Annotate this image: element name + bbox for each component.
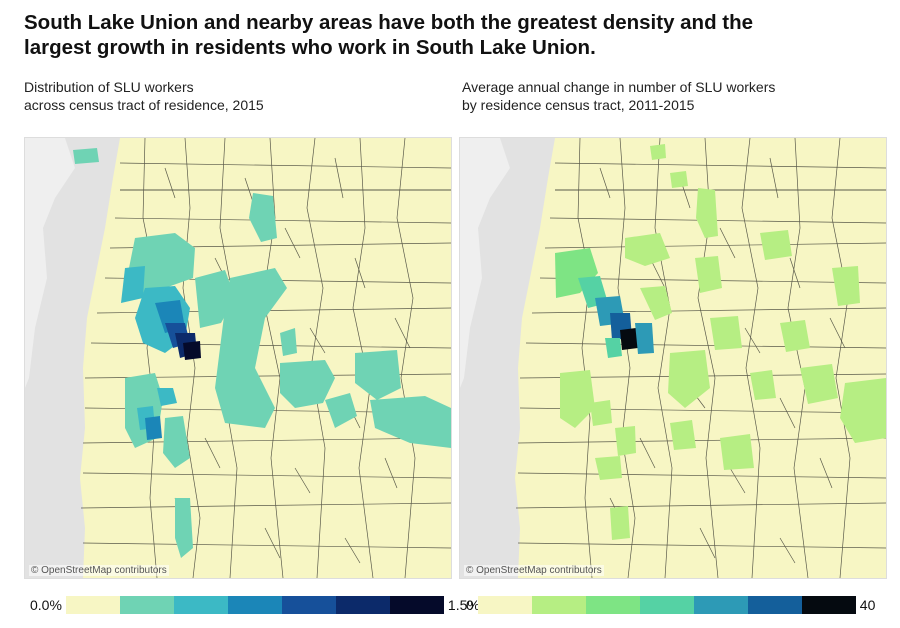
left-legend-swatch-5 — [335, 596, 390, 614]
puget-sound-water — [25, 138, 120, 578]
left-legend-swatch-0 — [65, 596, 120, 614]
right-subtitle: Average annual change in number of SLU w… — [462, 78, 882, 114]
left-legend-swatch-3 — [227, 596, 282, 614]
title-line-1: South Lake Union and nearby areas have b… — [24, 11, 754, 34]
left-legend-swatch-6 — [389, 596, 444, 614]
right-legend-min: 0 — [466, 597, 474, 613]
right-map-canvas — [460, 138, 886, 578]
left-map[interactable]: © OpenStreetMap contributors — [24, 137, 452, 579]
left-map-credit: © OpenStreetMap contributors — [29, 565, 169, 576]
left-map-canvas — [25, 138, 451, 578]
right-subtitle-line-1: Average annual change in number of SLU w… — [462, 79, 776, 95]
left-legend-swatch-1 — [119, 596, 174, 614]
left-legend-max: 1.5% — [447, 597, 480, 613]
left-legend-bar — [65, 596, 444, 614]
right-legend-bar — [477, 596, 856, 614]
right-legend-swatch-6 — [801, 596, 856, 614]
left-subtitle-line-1: Distribution of SLU workers — [24, 79, 194, 95]
right-legend: 0 40 — [466, 596, 875, 614]
tract-boundaries — [515, 138, 886, 578]
right-legend-swatch-4 — [693, 596, 748, 614]
right-map-credit: © OpenStreetMap contributors — [464, 565, 604, 576]
right-subtitle-line-2: by residence census tract, 2011-2015 — [462, 97, 695, 113]
left-subtitle: Distribution of SLU workers across censu… — [24, 78, 444, 114]
left-legend-min: 0.0% — [30, 597, 62, 613]
island-land — [25, 138, 75, 388]
right-legend-swatch-0 — [477, 596, 532, 614]
right-legend-max: 40 — [859, 597, 876, 613]
right-legend-swatch-5 — [747, 596, 802, 614]
left-legend-swatch-2 — [173, 596, 228, 614]
map-title: South Lake Union and nearby areas have b… — [24, 10, 884, 60]
right-legend-swatch-3 — [639, 596, 694, 614]
title-line-2: largest growth in residents who work in … — [24, 36, 596, 59]
right-legend-swatch-2 — [585, 596, 640, 614]
density-tracts — [73, 148, 451, 558]
right-map[interactable]: © OpenStreetMap contributors — [459, 137, 887, 579]
left-legend-swatch-4 — [281, 596, 336, 614]
island-land — [460, 138, 510, 388]
growth-tracts — [555, 144, 886, 540]
left-subtitle-line-2: across census tract of residence, 2015 — [24, 97, 264, 113]
puget-sound-water — [460, 138, 555, 578]
right-legend-swatch-1 — [531, 596, 586, 614]
left-legend: 0.0% 1.5% — [30, 596, 480, 614]
